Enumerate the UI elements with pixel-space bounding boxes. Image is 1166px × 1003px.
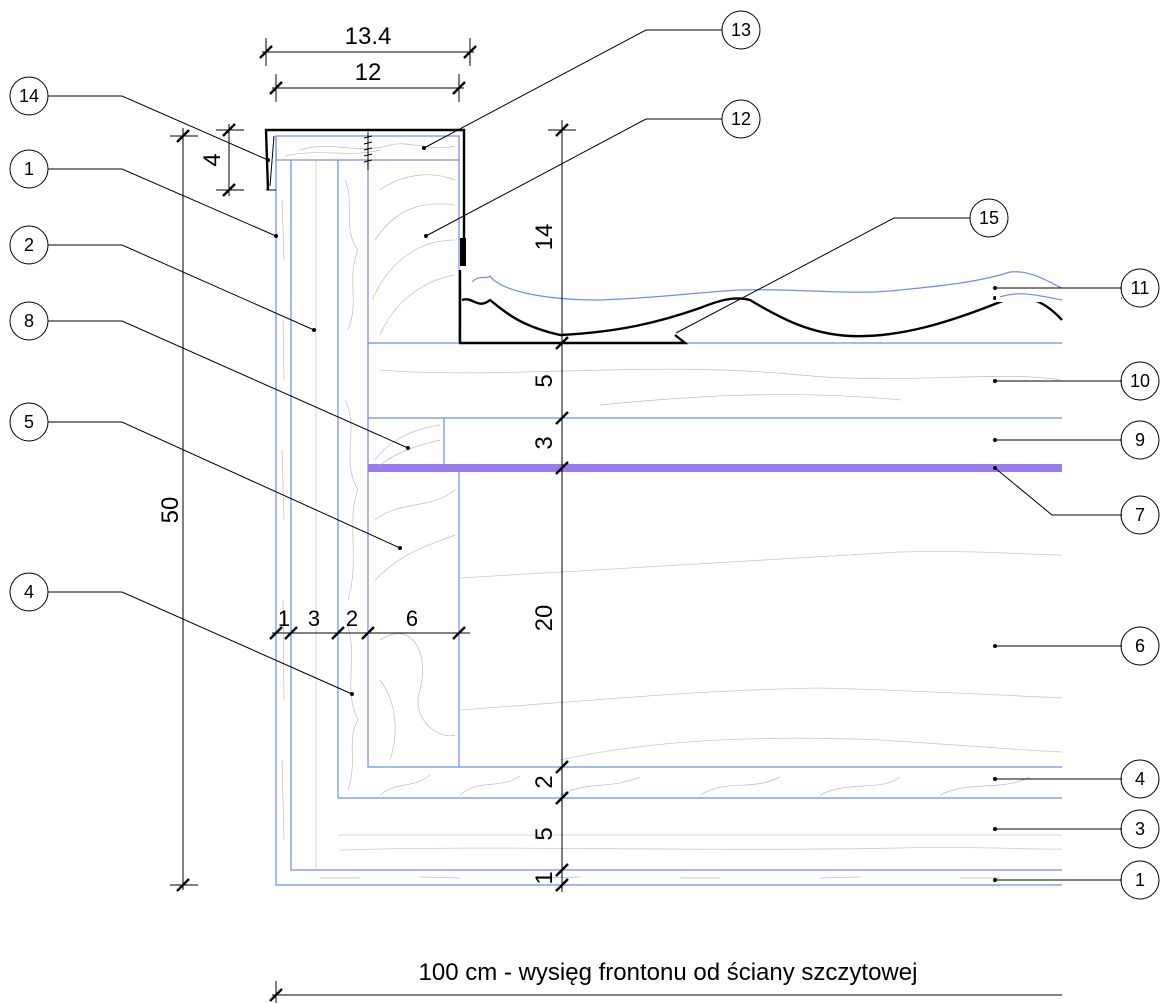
dim-12: 12 — [355, 59, 382, 86]
tag-14: 14 — [9, 76, 49, 116]
tag-3-right: 3 — [1120, 809, 1160, 849]
svg-text:2: 2 — [24, 235, 34, 255]
dim-width-3: 3 — [308, 606, 320, 631]
dim-20: 20 — [531, 605, 558, 632]
tag-2: 2 — [9, 225, 49, 265]
layer-1-inner-line — [290, 160, 1062, 871]
tag-4-left: 4 — [9, 572, 49, 612]
layer-3-line — [337, 160, 1062, 799]
material-layers — [275, 135, 1062, 886]
tag-13: 13 — [721, 10, 761, 50]
roofing — [264, 128, 1063, 345]
dim-4-cap: 4 — [199, 153, 226, 166]
tag-6: 6 — [1120, 626, 1160, 666]
svg-text:5: 5 — [24, 412, 34, 432]
dim-13-4: 13.4 — [345, 23, 392, 50]
svg-text:7: 7 — [1135, 505, 1145, 525]
svg-text:13: 13 — [731, 20, 751, 40]
wood-grain — [281, 143, 1063, 879]
dim-1: 1 — [531, 871, 558, 884]
tag-1-left: 1 — [9, 149, 49, 189]
dimension-labels: 13.4 12 4 50 1 3 2 6 14 5 3 20 2 5 1 — [157, 23, 558, 885]
svg-text:8: 8 — [24, 311, 34, 331]
caption: 100 cm - wysięg frontonu od ściany szczy… — [419, 959, 918, 986]
dim-50: 50 — [157, 497, 184, 524]
dim-14: 14 — [531, 224, 558, 251]
svg-text:4: 4 — [24, 582, 34, 602]
svg-text:10: 10 — [1130, 371, 1150, 391]
callout-leaders — [48, 29, 1122, 882]
roof-tile-11 — [461, 296, 1063, 338]
screw-icon — [361, 129, 375, 170]
svg-text:6: 6 — [1135, 636, 1145, 656]
dim-3: 3 — [531, 436, 558, 449]
tag-15: 15 — [969, 198, 1009, 238]
tag-4-right: 4 — [1120, 759, 1160, 799]
svg-text:4: 4 — [1135, 769, 1145, 789]
tag-11: 11 — [1120, 268, 1160, 308]
svg-text:1: 1 — [24, 159, 34, 179]
svg-text:14: 14 — [19, 86, 39, 106]
dim-2: 2 — [531, 775, 558, 788]
flashing-hatch — [460, 238, 466, 266]
tag-7: 7 — [1120, 495, 1160, 535]
tag-1-right: 1 — [1120, 860, 1160, 900]
svg-text:11: 11 — [1131, 278, 1150, 298]
svg-text:1: 1 — [1135, 870, 1145, 890]
dim-width-2: 2 — [346, 606, 358, 631]
svg-text:15: 15 — [979, 208, 999, 228]
layer-4-line — [367, 160, 1062, 768]
flashing-14 — [264, 128, 466, 240]
tag-12: 12 — [721, 99, 761, 139]
roof-tile-11-blue — [471, 271, 1063, 301]
tag-9: 9 — [1120, 420, 1160, 460]
dim-5-top: 5 — [531, 374, 558, 387]
callout-tags: 14 1 2 8 5 4 13 12 15 11 9 7 6 4 3 1 — [9, 10, 1160, 900]
tag-5: 5 — [9, 402, 49, 442]
svg-text:3: 3 — [1135, 819, 1145, 839]
roof-sheet-15 — [458, 270, 689, 345]
tag-10-group: 10 — [993, 361, 1160, 401]
dim-width-6: 6 — [406, 606, 418, 631]
dimension-lines — [170, 38, 1062, 1003]
tag-8: 8 — [9, 301, 49, 341]
outer-outline — [275, 136, 1062, 886]
dim-width-1: 1 — [278, 606, 290, 631]
dim-5-bottom: 5 — [531, 827, 558, 840]
svg-text:9: 9 — [1135, 430, 1145, 450]
svg-text:12: 12 — [731, 109, 751, 129]
